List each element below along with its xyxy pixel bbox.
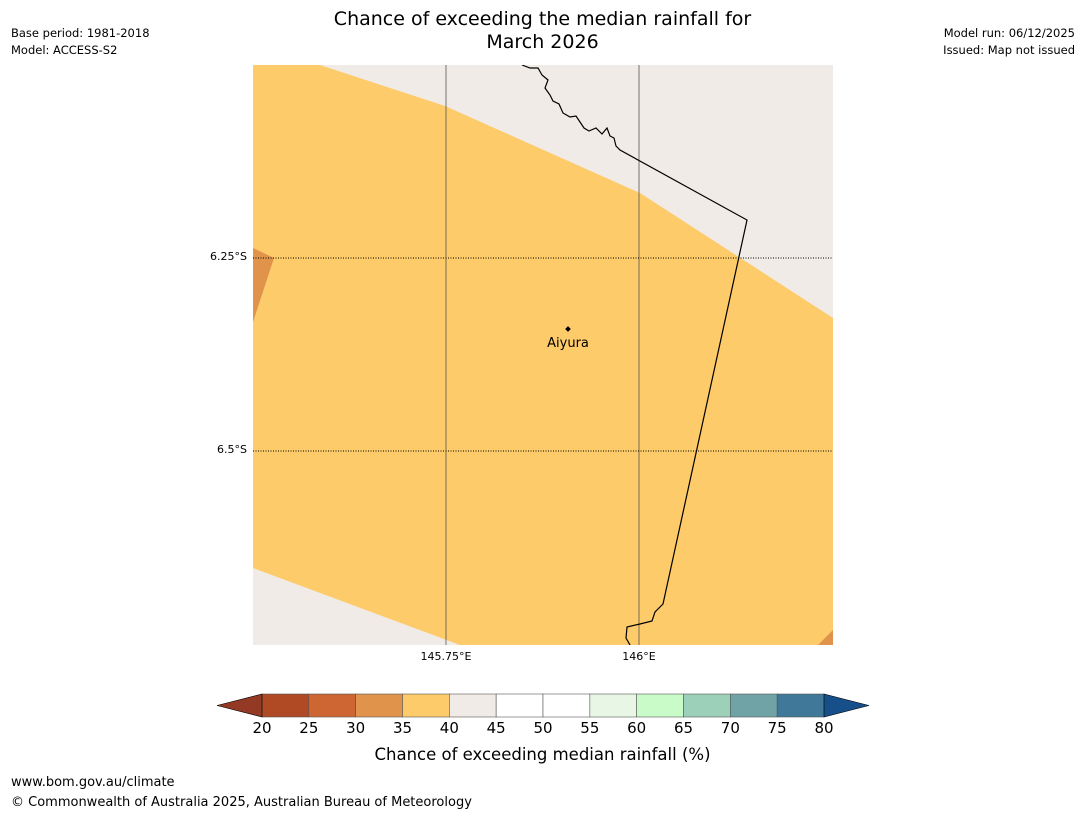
colorbar-tick-40: 40 (439, 719, 459, 737)
base-period-text: Base period: 1981-2018 (11, 26, 150, 40)
colorbar-tick-60: 60 (627, 719, 647, 737)
colorbar-tick-30: 30 (346, 719, 366, 737)
colorbar-swatch-35-40 (402, 693, 450, 718)
colorbar-swatch-60-65 (636, 693, 684, 718)
colorbar (261, 693, 825, 718)
colorbar-over-arrow (823, 693, 870, 718)
colorbar-tick-25: 25 (299, 719, 319, 737)
colorbar-swatch-65-70 (683, 693, 731, 718)
issued-text: Issued: Map not issued (943, 43, 1075, 57)
rainfall-region-35-40 (253, 65, 833, 645)
colorbar-tick-65: 65 (673, 719, 694, 737)
colorbar-tick-70: 70 (720, 719, 740, 737)
lat-label-6-25: 6.25°S (210, 250, 247, 263)
colorbar-under-arrow (216, 693, 263, 718)
colorbar-tick-55: 55 (580, 719, 600, 737)
lon-label-145-75: 145.75°E (420, 650, 472, 663)
colorbar-swatch-75-80 (776, 693, 825, 718)
colorbar-tick-45: 45 (486, 719, 506, 737)
map-title: Chance of exceeding the median rainfall … (0, 8, 1085, 54)
aiyura-marker (565, 326, 571, 332)
colorbar-tick-80: 80 (814, 719, 834, 737)
footer-copyright: © Commonwealth of Australia 2025, Austra… (11, 795, 472, 810)
model-text: Model: ACCESS-S2 (11, 43, 118, 57)
colorbar-tick-20: 20 (252, 719, 272, 737)
colorbar-swatch-70-75 (730, 693, 778, 718)
colorbar-tick-35: 35 (392, 719, 413, 737)
colorbar-swatch-20-25 (261, 693, 310, 718)
colorbar-tick-75: 75 (767, 719, 787, 737)
colorbar-swatch-30-35 (355, 693, 403, 718)
colorbar-tick-50: 50 (533, 719, 553, 737)
lon-label-146: 146°E (622, 650, 656, 663)
place-label-aiyura: Aiyura (547, 336, 589, 351)
lat-label-6-5: 6.5°S (217, 443, 247, 456)
footer-url: www.bom.gov.au/climate (11, 775, 175, 790)
colorbar-swatch-45-50 (495, 693, 544, 718)
metadata-left: Base period: 1981-2018 Model: ACCESS-S2 (11, 25, 150, 59)
colorbar-swatch-40-45 (449, 693, 497, 718)
rainfall-region-30-35-southeast (818, 630, 833, 645)
colorbar-swatch-55-60 (589, 693, 637, 718)
colorbar-label: Chance of exceeding median rainfall (%) (374, 745, 711, 764)
colorbar-swatch-25-30 (308, 693, 356, 718)
map-title-line1: Chance of exceeding the median rainfall … (333, 8, 752, 30)
map-title-line2: March 2026 (486, 31, 599, 53)
province-border-line (521, 65, 748, 645)
colorbar-swatch-50-55 (542, 693, 591, 718)
model-run-text: Model run: 06/12/2025 (943, 26, 1075, 40)
rainfall-region-30-35-west (253, 248, 274, 322)
metadata-right: Model run: 06/12/2025 Issued: Map not is… (943, 25, 1075, 59)
